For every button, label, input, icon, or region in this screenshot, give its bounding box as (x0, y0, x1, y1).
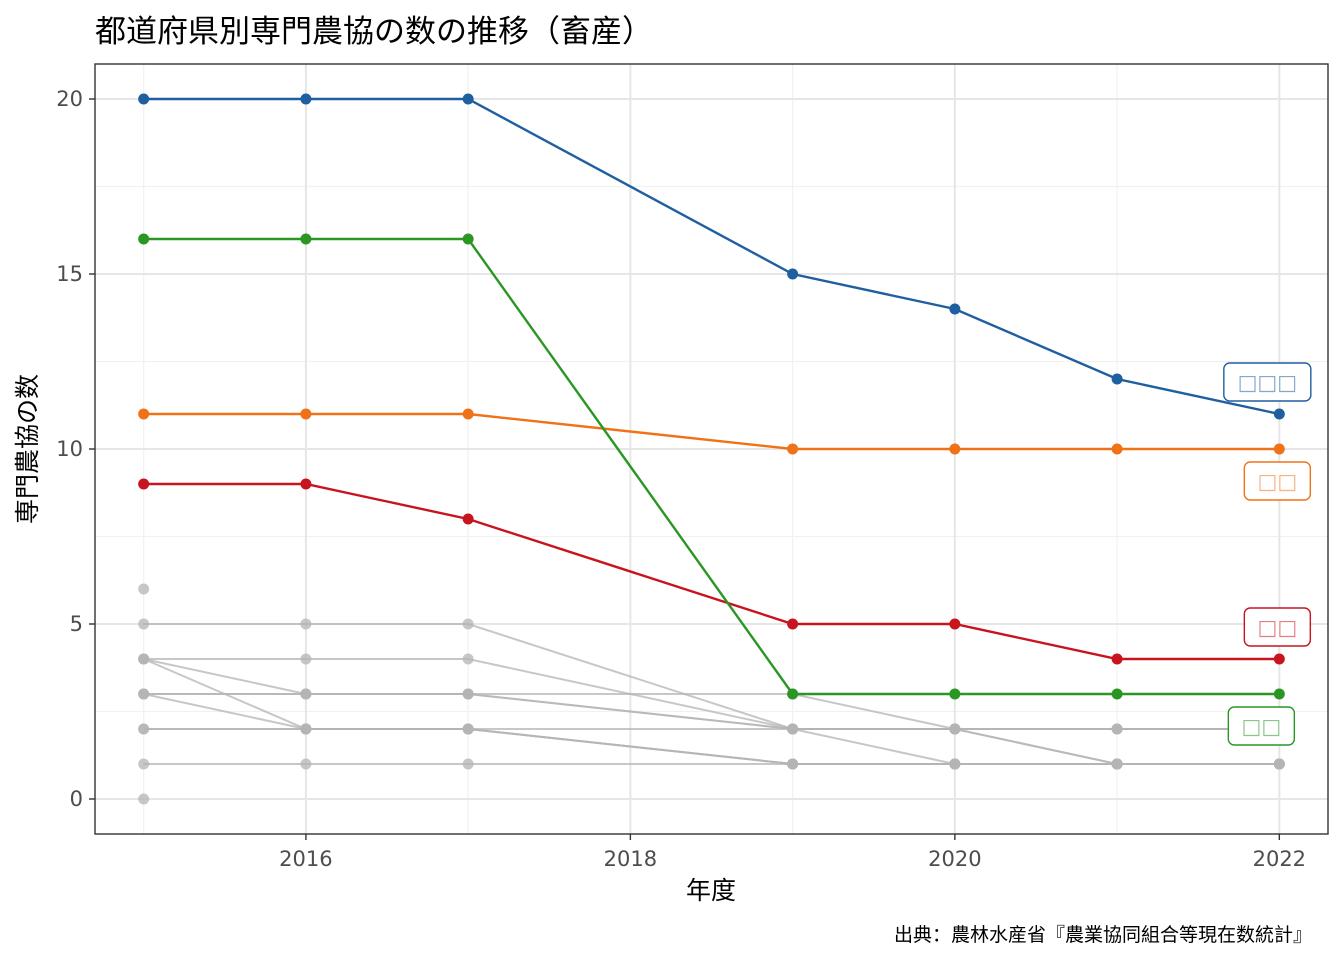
y-axis: 0 5 10 15 20 (56, 87, 95, 811)
chart-title: 都道府県別専門農協の数の推移（畜産） (95, 14, 653, 50)
highlight-point (949, 443, 961, 455)
end-labels: □□□□□□□□□ (1223, 362, 1312, 746)
highlight-point (300, 233, 312, 245)
end-label: □□ (1257, 616, 1297, 640)
highlight-point (138, 408, 150, 420)
caption: 出典：農林水産省『農業協同組合等現在数統計』 (894, 924, 1312, 946)
grid (95, 64, 1328, 834)
background-point (1273, 758, 1285, 770)
background-point (138, 758, 150, 770)
x-tick-label: 2018 (604, 847, 657, 871)
highlight-point (949, 303, 961, 315)
highlight-point (462, 233, 474, 245)
background-point (949, 758, 961, 770)
background-point (138, 583, 150, 595)
highlight-point (949, 688, 961, 700)
highlight-point (1111, 373, 1123, 385)
background-point (138, 723, 150, 735)
background-point (138, 618, 150, 630)
end-label: □□□ (1238, 371, 1298, 395)
background-point (138, 653, 150, 665)
highlight-point (1111, 653, 1123, 665)
background-point (300, 758, 312, 770)
background-point (138, 688, 150, 700)
background-point (949, 723, 961, 735)
highlight-point (462, 513, 474, 525)
highlight-point (300, 478, 312, 490)
background-point (300, 618, 312, 630)
background-point (1111, 723, 1123, 735)
end-label: □□ (1241, 715, 1281, 739)
background-point (462, 723, 474, 735)
background-point (462, 618, 474, 630)
background-point (1111, 758, 1123, 770)
background-point (300, 723, 312, 735)
highlight-point (138, 233, 150, 245)
background-point (787, 758, 799, 770)
y-tick-label: 10 (56, 437, 83, 461)
highlight-point (1273, 653, 1285, 665)
highlight-point (1111, 688, 1123, 700)
background-point (462, 688, 474, 700)
y-tick-label: 5 (70, 612, 83, 636)
highlight-point (787, 268, 799, 280)
highlight-point (300, 93, 312, 105)
y-axis-title: 専門農協の数 (13, 374, 42, 524)
x-tick-label: 2020 (928, 847, 981, 871)
highlight-point (462, 93, 474, 105)
background-series-line (143, 728, 1280, 765)
x-axis: 2016 2018 2020 2022 (279, 834, 1306, 871)
highlight-series-line (143, 237, 1280, 696)
background-point (787, 723, 799, 735)
highlight-point (787, 688, 799, 700)
highlight-point (300, 408, 312, 420)
highlight-point (138, 93, 150, 105)
highlight-series-line (143, 412, 1280, 451)
end-label-box (1243, 607, 1312, 647)
end-label-box (1223, 362, 1312, 402)
end-label: □□ (1257, 470, 1297, 494)
highlight-point (138, 478, 150, 490)
highlight-point (787, 618, 799, 630)
y-tick-label: 15 (56, 262, 83, 286)
end-label-box (1227, 706, 1296, 746)
background-point (300, 653, 312, 665)
y-tick-label: 20 (56, 87, 83, 111)
highlight-point (462, 408, 474, 420)
background-point (462, 758, 474, 770)
highlight-point (1273, 408, 1285, 420)
background-point (462, 653, 474, 665)
highlight-point (1111, 443, 1123, 455)
highlight-point (1273, 688, 1285, 700)
highlight-point (787, 443, 799, 455)
end-label-box (1243, 461, 1312, 501)
highlight-point (1273, 443, 1285, 455)
y-tick-label: 0 (70, 787, 83, 811)
x-tick-label: 2016 (279, 847, 332, 871)
highlight-series-line (143, 97, 1280, 416)
background-point (138, 793, 150, 805)
background-point (300, 688, 312, 700)
x-axis-title: 年度 (686, 876, 736, 905)
highlight-series-line (143, 482, 1280, 661)
highlight-points (138, 93, 1285, 700)
highlight-point (949, 618, 961, 630)
highlight-lines (143, 97, 1280, 696)
x-tick-label: 2022 (1253, 847, 1306, 871)
